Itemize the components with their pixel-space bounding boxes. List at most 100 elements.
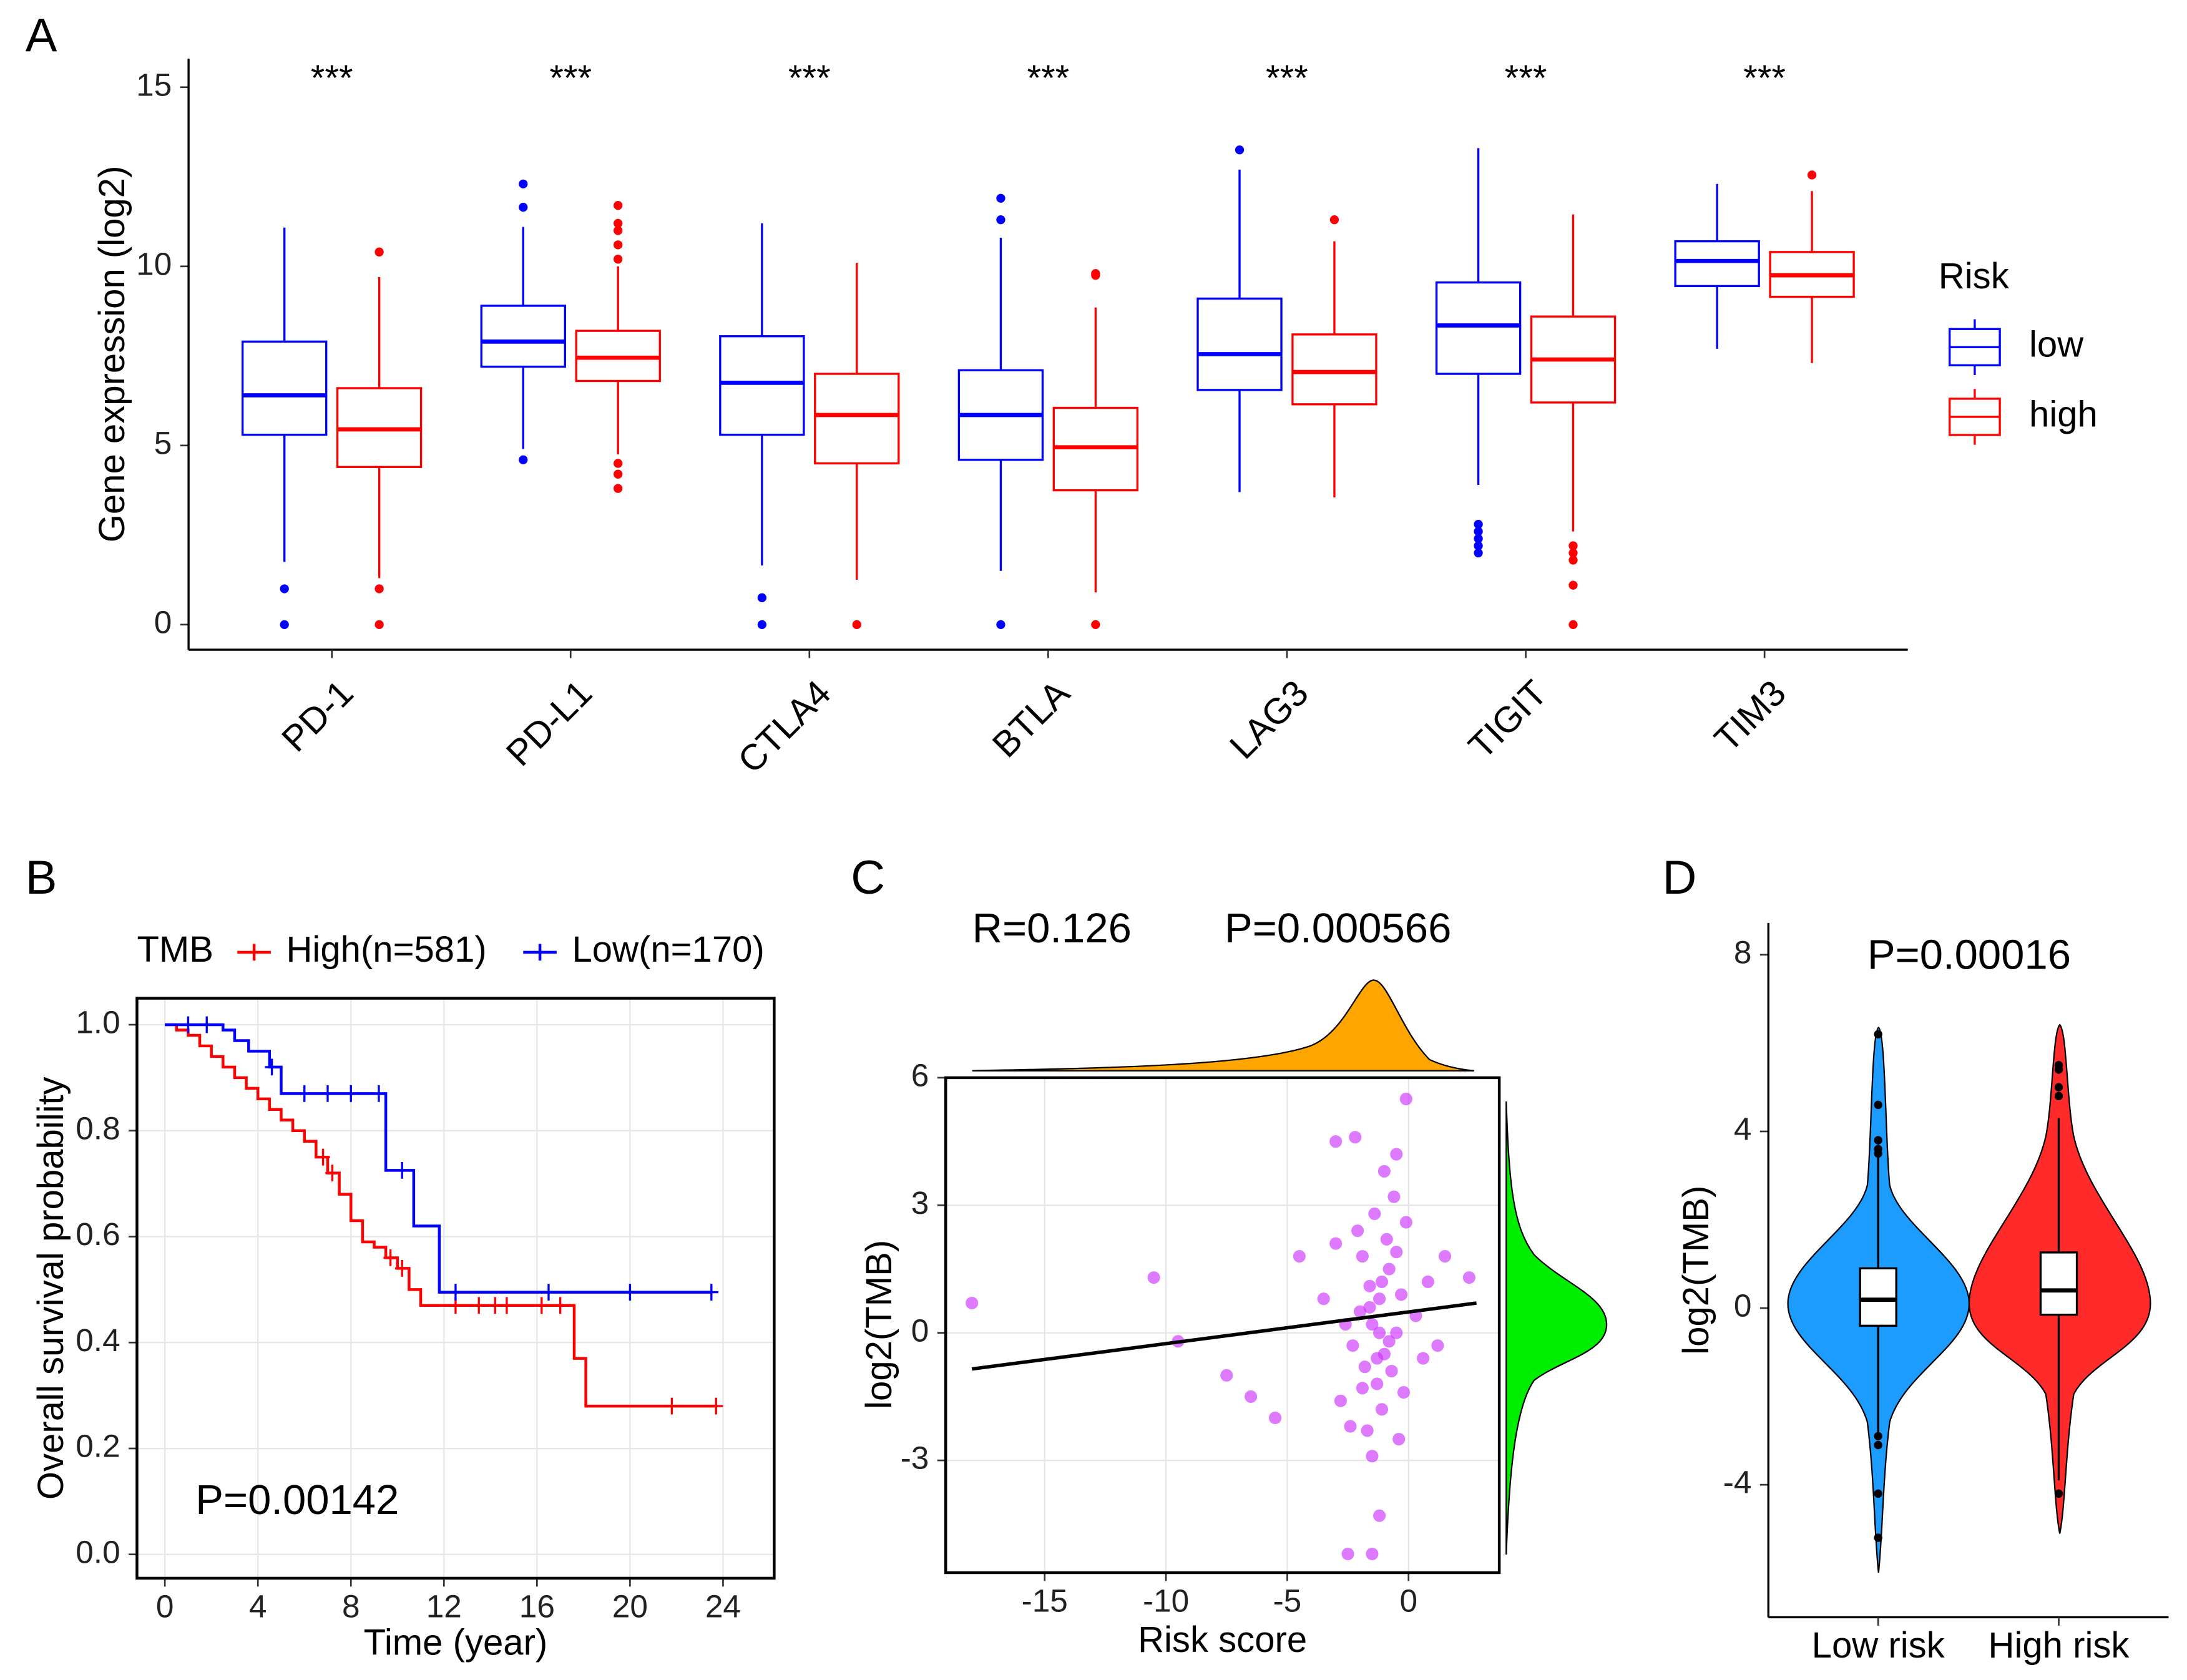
- point: [1363, 1301, 1376, 1314]
- point: [1382, 1335, 1396, 1348]
- y-tick-label: 1.0: [76, 1004, 120, 1040]
- censor-mark: [320, 1085, 335, 1102]
- point: [1397, 1386, 1411, 1399]
- significance: ***: [311, 58, 353, 99]
- outlier: [519, 455, 528, 464]
- legend-label: low: [2029, 325, 2084, 365]
- x-tick-label: 12: [426, 1588, 462, 1624]
- annotation: R=0.126: [972, 905, 1132, 952]
- box: [1435, 281, 1522, 375]
- point: [1395, 1288, 1408, 1301]
- x-tick-label: -5: [1273, 1583, 1302, 1619]
- point: [1371, 1377, 1384, 1390]
- point: [1147, 1271, 1160, 1284]
- outlier: [852, 620, 861, 630]
- censor-mark: [297, 1085, 311, 1102]
- outlier: [1235, 145, 1245, 155]
- legend-label: high: [2029, 394, 2098, 434]
- outlier: [519, 179, 528, 188]
- censor-mark: [472, 1297, 486, 1314]
- plot-border: [135, 997, 776, 1580]
- box: [814, 373, 900, 465]
- point: [1317, 1292, 1330, 1306]
- x-tick-label: 16: [519, 1588, 555, 1624]
- point: [1417, 1352, 1430, 1365]
- y-tick-label: 0.8: [76, 1110, 120, 1146]
- point: [1375, 1403, 1389, 1416]
- point: [1334, 1394, 1347, 1407]
- legend-title: TMB: [137, 929, 213, 970]
- outlier: [2054, 1083, 2063, 1092]
- point: [1245, 1390, 1258, 1403]
- outlier: [1568, 620, 1578, 630]
- point: [1373, 1509, 1386, 1522]
- point: [1399, 1216, 1412, 1229]
- outlier: [1874, 1440, 1882, 1450]
- y-axis-title: log2(TMB): [859, 1240, 899, 1409]
- point: [1366, 1450, 1379, 1463]
- censor-mark: [534, 1297, 549, 1314]
- significance: ***: [788, 58, 831, 99]
- outlier: [1568, 555, 1578, 565]
- box: [1674, 240, 1760, 288]
- box: [2039, 1251, 2078, 1316]
- outlier: [1874, 1489, 1882, 1498]
- fit-line: [971, 1301, 1477, 1371]
- point: [1356, 1250, 1369, 1263]
- x-tick-label: 8: [342, 1588, 360, 1624]
- y-axis-title: log2(TMB): [1676, 1186, 1716, 1355]
- point: [1438, 1250, 1452, 1263]
- y-tick-label: -3: [901, 1440, 929, 1476]
- censor-mark: [541, 1284, 556, 1301]
- outlier: [2054, 1065, 2063, 1074]
- outlier: [1474, 534, 1483, 544]
- y-tick-label: 10: [136, 245, 172, 281]
- censor-mark: [553, 1297, 567, 1314]
- outlier: [1329, 215, 1339, 225]
- y-tick-label: 0.2: [76, 1428, 120, 1464]
- outlier: [2054, 1092, 2063, 1101]
- y-tick-label: 0: [1734, 1287, 1752, 1324]
- point: [1349, 1131, 1362, 1144]
- censor-mark: [344, 1085, 358, 1102]
- annotation: P=0.00142: [195, 1477, 399, 1523]
- censor-mark: [704, 1284, 718, 1301]
- censor-mark: [709, 1397, 723, 1415]
- point: [1293, 1250, 1306, 1263]
- significance: ***: [1266, 58, 1308, 99]
- point: [1387, 1190, 1401, 1203]
- y-tick-label: -4: [1723, 1464, 1752, 1500]
- significance: ***: [1505, 58, 1547, 99]
- point: [1385, 1364, 1398, 1378]
- y-axis-title: Overall survival probability: [31, 1077, 71, 1500]
- y-axis-title: Gene expression (log2): [92, 166, 132, 543]
- point: [1390, 1326, 1403, 1339]
- outlier: [996, 193, 1005, 203]
- outlier: [519, 202, 528, 212]
- point: [1329, 1237, 1343, 1250]
- top-density: [972, 979, 1474, 1072]
- outlier: [614, 484, 623, 493]
- box: [719, 335, 805, 436]
- censor-mark: [623, 1284, 637, 1301]
- point: [1368, 1207, 1381, 1220]
- point: [1329, 1135, 1343, 1148]
- outlier: [2054, 1489, 2063, 1498]
- panel-label: D: [1662, 851, 1696, 904]
- significance: ***: [1743, 58, 1786, 99]
- outlier: [614, 226, 623, 235]
- point: [1390, 1148, 1403, 1161]
- legend-label: Low(n=170): [572, 929, 764, 970]
- x-tick-label: Low risk: [1812, 1625, 1945, 1666]
- y-tick-label: 5: [154, 424, 172, 461]
- outlier: [757, 620, 767, 630]
- box: [1196, 297, 1283, 391]
- point: [1366, 1547, 1379, 1561]
- point: [1399, 1092, 1412, 1106]
- outlier: [1091, 620, 1100, 630]
- point: [1346, 1339, 1359, 1352]
- panel-label: B: [26, 851, 57, 904]
- censor-mark: [181, 1016, 195, 1033]
